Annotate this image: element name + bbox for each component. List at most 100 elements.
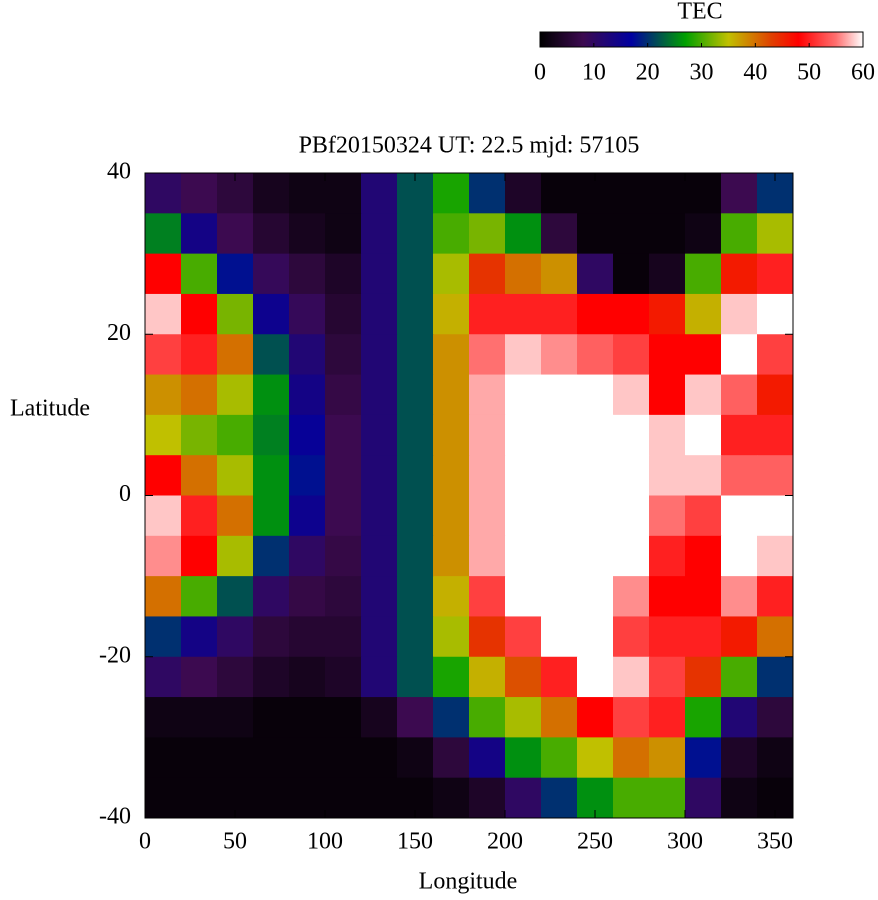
heatmap-cell (505, 535, 542, 577)
heatmap-cell (469, 656, 506, 698)
heatmap-cell (541, 334, 578, 376)
heatmap-cell (505, 173, 542, 214)
heatmap-cell (541, 293, 578, 335)
heatmap-cell (397, 455, 434, 496)
heatmap-cell (433, 576, 470, 617)
heatmap-cell (613, 173, 650, 214)
heatmap-cell (685, 777, 722, 819)
heatmap-cell (685, 616, 722, 658)
heatmap-cell (577, 535, 614, 577)
heatmap-cell (217, 455, 254, 496)
heatmap-cell (289, 697, 326, 738)
heatmap-cell (649, 253, 686, 295)
heatmap-cell (577, 737, 614, 779)
heatmap-cell (145, 374, 182, 416)
heatmap-cell (613, 253, 650, 295)
heatmap-cell (505, 697, 542, 738)
heatmap-cell (181, 374, 218, 416)
heatmap-cell (613, 576, 650, 617)
heatmap-cell (469, 334, 506, 376)
heatmap-cell (469, 213, 506, 255)
heatmap-cell (721, 253, 758, 295)
heatmap-cell (217, 374, 254, 416)
heatmap-cell (217, 495, 254, 537)
heatmap-cell (181, 253, 218, 295)
heatmap-cell (145, 293, 182, 335)
heatmap-cell (721, 656, 758, 698)
heatmap-cell (433, 293, 470, 335)
heatmap-cell (181, 495, 218, 537)
heatmap-cell (505, 616, 542, 658)
heatmap-cell (649, 495, 686, 537)
heatmap-cell (397, 253, 434, 295)
colorbar-tick-label: 0 (534, 60, 546, 86)
heatmap-cell (721, 576, 758, 617)
heatmap-cell (505, 414, 542, 456)
heatmap-cell (217, 535, 254, 577)
heatmap-cell (325, 455, 362, 496)
heatmap-cell (289, 414, 326, 456)
heatmap-cell (253, 334, 290, 376)
heatmap-cell (145, 656, 182, 698)
heatmap-cell (649, 334, 686, 376)
heatmap-cell (649, 656, 686, 698)
heatmap-cell (577, 697, 614, 738)
heatmap-cell (253, 495, 290, 537)
heatmap-cell (757, 293, 794, 335)
heatmap-cell (577, 616, 614, 658)
heatmap-cell (325, 173, 362, 214)
heatmap-cell (613, 777, 650, 819)
heatmap-cell (541, 576, 578, 617)
heatmap-cell (577, 374, 614, 416)
heatmap-cell (577, 334, 614, 376)
heatmap-cell (325, 777, 362, 819)
heatmap-cell (433, 656, 470, 698)
heatmap-cell (397, 656, 434, 698)
heatmap-cell (757, 334, 794, 376)
x-tick-label: 300 (667, 829, 703, 855)
heatmap-cell (505, 334, 542, 376)
heatmap-cell (361, 253, 398, 295)
heatmap-cell (217, 656, 254, 698)
heatmap-cell (181, 697, 218, 738)
heatmap-cell (649, 455, 686, 496)
heatmap-cell (685, 697, 722, 738)
heatmap-cell (289, 535, 326, 577)
heatmap-cell (757, 616, 794, 658)
heatmap-cell (397, 737, 434, 779)
heatmap-cell (469, 495, 506, 537)
heatmap-cell (685, 173, 722, 214)
colorbar-tick-label: 10 (582, 60, 606, 86)
heatmap-cell (217, 697, 254, 738)
heatmap-cell (433, 535, 470, 577)
heatmap-cell (649, 777, 686, 819)
heatmap-cell (577, 455, 614, 496)
heatmap-cell (757, 414, 794, 456)
heatmap-cell (757, 656, 794, 698)
heatmap-cell (325, 213, 362, 255)
heatmap-cell (289, 173, 326, 214)
heatmap-cell (325, 414, 362, 456)
heatmap-cell (721, 173, 758, 214)
heatmap-cell (757, 213, 794, 255)
heatmap-cell (289, 334, 326, 376)
colorbar-tick-label: 60 (851, 60, 875, 86)
heatmap-cell (505, 737, 542, 779)
heatmap-cell (649, 616, 686, 658)
heatmap-cell (469, 374, 506, 416)
heatmap-cell (181, 535, 218, 577)
heatmap-cell (721, 535, 758, 577)
heatmap-cell (541, 455, 578, 496)
heatmap-cell (325, 535, 362, 577)
heatmap-cell (217, 616, 254, 658)
heatmap-cell (289, 253, 326, 295)
heatmap-cell (721, 374, 758, 416)
heatmap-cell (721, 293, 758, 335)
heatmap-cell (613, 374, 650, 416)
heatmap-cell (541, 374, 578, 416)
heatmap-cell (469, 173, 506, 214)
colorbar-tick-label: 30 (690, 60, 714, 86)
heatmap-cell (685, 253, 722, 295)
heatmap-cell (613, 414, 650, 456)
